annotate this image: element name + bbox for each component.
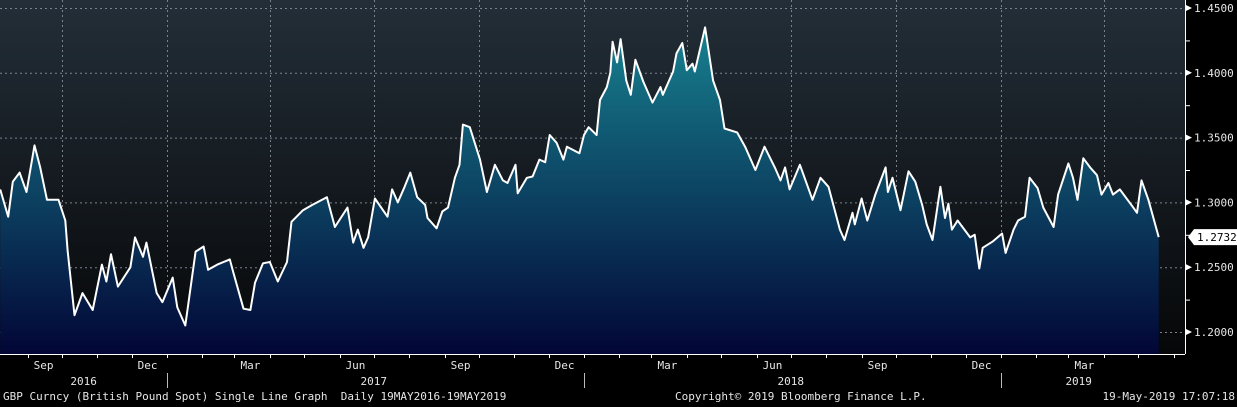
copyright: Copyright© 2019 Bloomberg Finance L.P. bbox=[675, 390, 927, 403]
y-tick-label: 1.3500 bbox=[1194, 132, 1234, 145]
x-year-label: 2016 bbox=[70, 375, 97, 388]
y-tick-label: 1.2000 bbox=[1194, 326, 1234, 339]
x-month-label: Jun bbox=[763, 359, 783, 372]
y-tick-label: 1.2500 bbox=[1194, 261, 1234, 274]
price-area-fill bbox=[0, 27, 1159, 355]
y-tick-marker-icon bbox=[1186, 5, 1192, 11]
timestamp: 19-May-2019 17:07:18 bbox=[1102, 390, 1235, 403]
x-month-label: Sep bbox=[34, 359, 54, 372]
price-line bbox=[0, 26, 1160, 327]
y-tick-marker-icon bbox=[1186, 264, 1192, 271]
x-year-label: 2018 bbox=[778, 375, 805, 388]
y-tick-marker-icon bbox=[1186, 69, 1192, 76]
x-month-label: Dec bbox=[555, 359, 575, 372]
chart-description: GBP Curncy (British Pound Spot) Single L… bbox=[3, 390, 507, 403]
y-tick-marker-icon bbox=[1186, 199, 1192, 206]
last-price-marker: 1.2732 bbox=[1188, 229, 1237, 246]
y-tick-marker-icon bbox=[1186, 134, 1192, 141]
y-tick-marker-icon bbox=[1186, 329, 1192, 335]
x-year-label: 2017 bbox=[361, 375, 388, 388]
x-month-label: Mar bbox=[657, 359, 677, 372]
x-month-label: Dec bbox=[972, 359, 992, 372]
x-month-label: Dec bbox=[138, 359, 158, 372]
price-chart: 1.4500 1.4000 1.3500 1.3000 1.2500 1.2000 Sep… bbox=[0, 0, 1237, 388]
y-tick-label: 1.3000 bbox=[1194, 196, 1234, 209]
x-month-label: Mar bbox=[240, 359, 260, 372]
x-month-label: Sep bbox=[868, 359, 888, 372]
last-price-box bbox=[1188, 229, 1237, 246]
x-month-label: Mar bbox=[1074, 359, 1094, 372]
last-price-label: 1.2732 bbox=[1197, 231, 1237, 244]
x-month-label: Jun bbox=[346, 359, 366, 372]
x-year-label: 2019 bbox=[1065, 375, 1092, 388]
y-tick-label: 1.4500 bbox=[1194, 2, 1234, 15]
y-tick-label: 1.4000 bbox=[1194, 67, 1234, 80]
x-month-label: Sep bbox=[451, 359, 471, 372]
